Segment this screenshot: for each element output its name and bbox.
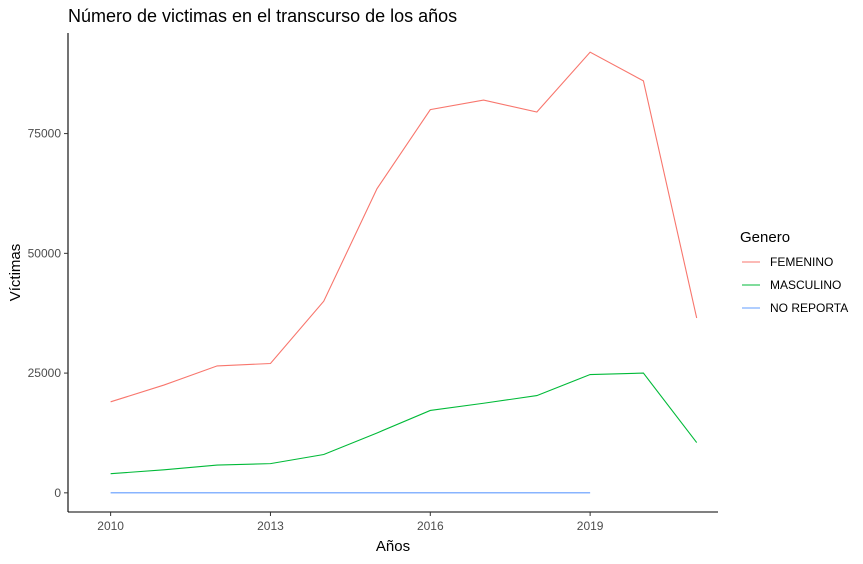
legend-title: Genero <box>740 229 790 246</box>
y-ticks: 0 25000 50000 75000 <box>28 127 68 500</box>
y-tick-label: 75000 <box>28 127 62 141</box>
series-line-femenino <box>110 51 698 403</box>
y-tick-label: 0 <box>54 486 61 500</box>
legend-items: FEMENINO MASCULINO NO REPORTA <box>742 255 848 315</box>
x-tick-label: 2016 <box>417 519 444 533</box>
series-line-masculino <box>110 372 698 475</box>
legend-label: MASCULINO <box>770 278 841 292</box>
x-tick-label: 2010 <box>97 519 124 533</box>
series-lines <box>110 51 698 494</box>
x-axis-title: Años <box>376 538 410 555</box>
legend-label: FEMENINO <box>770 255 833 269</box>
legend-label: NO REPORTA <box>770 301 848 315</box>
plot-area: 0 25000 50000 75000 2010 2013 2016 2019 <box>28 33 718 533</box>
y-tick-label: 50000 <box>28 246 62 260</box>
chart-title: Número de victimas en el transcurso de l… <box>68 6 457 26</box>
y-tick-label: 25000 <box>28 366 62 380</box>
x-tick-label: 2013 <box>257 519 284 533</box>
legend: Genero FEMENINO MASCULINO NO REPORTA <box>740 229 848 315</box>
x-ticks: 2010 2013 2016 2019 <box>97 512 604 533</box>
x-tick-label: 2019 <box>577 519 604 533</box>
y-axis-title: Víctimas <box>7 244 24 302</box>
